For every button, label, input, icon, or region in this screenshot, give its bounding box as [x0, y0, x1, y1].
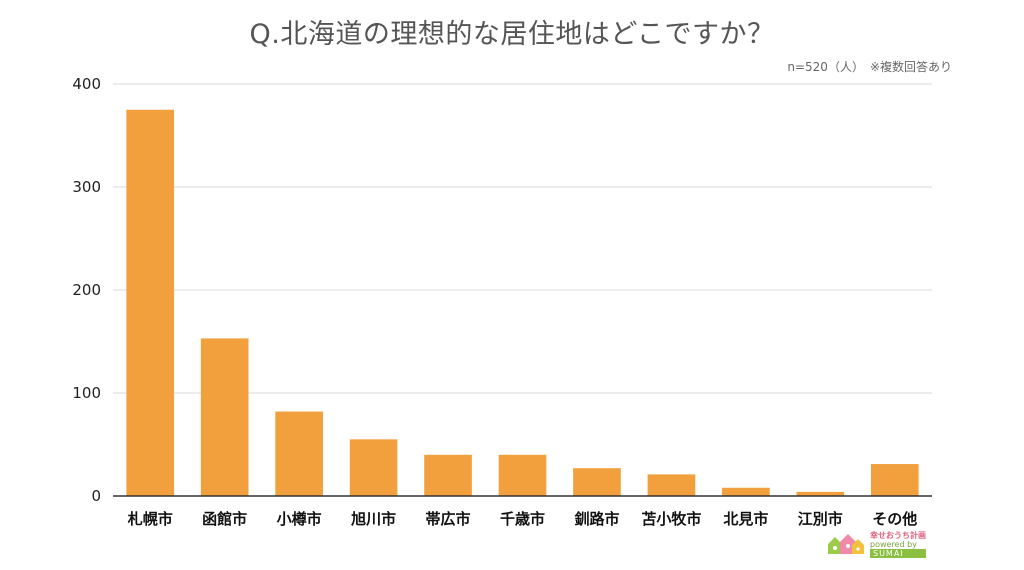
sample-size-note: n=520（人） ※複数回答あり [787, 60, 952, 74]
bar [349, 439, 398, 496]
bar [424, 454, 472, 496]
bar [275, 411, 323, 496]
chart-title: Q.北海道の理想的な居住地はどこですか？ [249, 19, 775, 50]
logo-text: 幸せおうち計画 powered by SUMAI [870, 531, 926, 558]
y-tick-label: 0 [91, 487, 101, 505]
bar [498, 454, 547, 496]
brand-logo: 幸せおうち計画 powered by SUMAI [826, 528, 946, 558]
bar [200, 338, 249, 496]
bar [796, 491, 845, 496]
logo-name: 幸せおうち計画 [870, 531, 926, 540]
x-tick-label: 北見市 [723, 510, 768, 528]
x-axis-ticks: 札幌市 函館市 小樽市 旭川市 帯広市 千歳市 釧路市 苫小牧市 北見市 江別市 その他 [127, 510, 918, 528]
y-tick-label: 400 [72, 75, 101, 93]
x-tick-label: 苫小牧市 [641, 510, 701, 528]
x-tick-label: 小樽市 [277, 510, 322, 528]
y-tick-label: 100 [72, 384, 101, 402]
y-tick-label: 300 [72, 178, 101, 196]
bar [647, 474, 696, 496]
x-tick-label: 函館市 [202, 510, 247, 528]
bar [870, 464, 919, 496]
y-tick-label: 200 [72, 281, 101, 299]
x-tick-label: 帯広市 [426, 510, 471, 528]
bar [126, 109, 175, 496]
x-tick-label: 札幌市 [127, 510, 173, 528]
x-tick-label: その他 [872, 510, 917, 528]
gridlines [113, 83, 932, 394]
logo-brand: SUMAI [870, 549, 926, 558]
y-axis-ticks: 0 100 200 300 400 [72, 75, 101, 505]
x-tick-label: 釧路市 [574, 510, 619, 528]
bar [722, 487, 770, 496]
x-tick-label: 江別市 [798, 510, 843, 528]
bars [126, 109, 919, 496]
x-tick-label: 千歳市 [500, 510, 545, 528]
logo-subtext: powered by [870, 540, 917, 549]
house-logo-icon [828, 534, 864, 554]
x-tick-label: 旭川市 [350, 510, 396, 528]
bar [573, 468, 621, 496]
